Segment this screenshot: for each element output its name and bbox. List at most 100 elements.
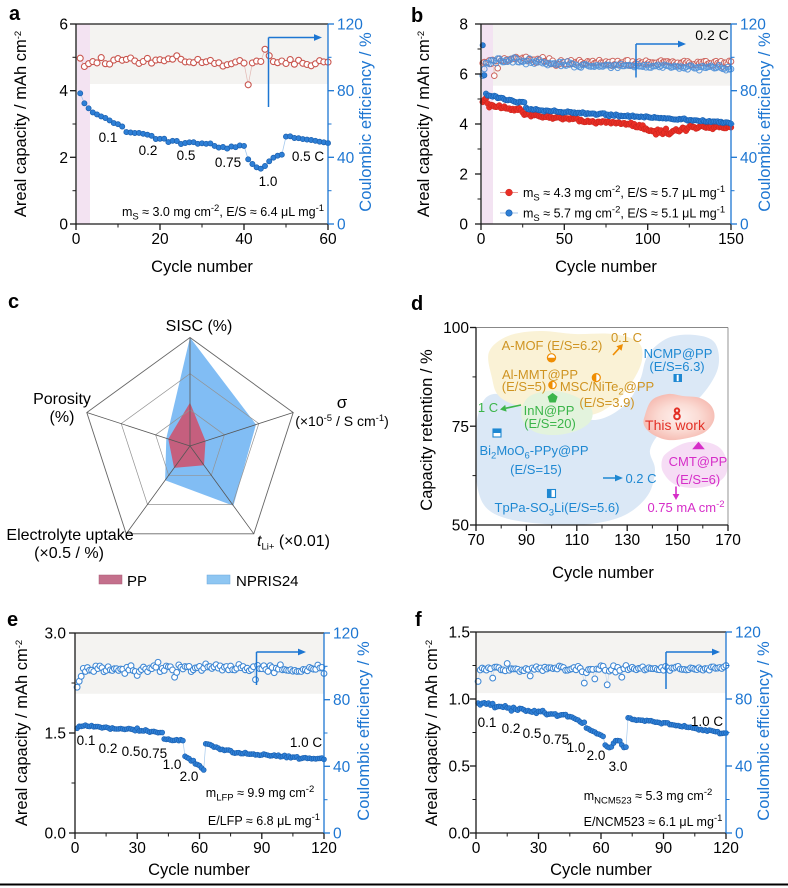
svg-text:(×10-5​ / S cm-1​): (×10-5​ / S cm-1​) — [295, 413, 389, 429]
svg-text:1.0: 1.0 — [567, 740, 586, 755]
svg-text:90: 90 — [655, 840, 673, 857]
svg-text:mS​ ≈ 4.3 mg cm-2​, E/S ≈ 5.7: mS​ ≈ 4.3 mg cm-2​, E/S ≈ 5.7 μL mg-1​ — [523, 184, 725, 204]
svg-text:2: 2 — [459, 167, 468, 184]
svg-text:0: 0 — [477, 231, 486, 248]
svg-text:50: 50 — [452, 518, 470, 535]
svg-text:120: 120 — [337, 17, 363, 34]
svg-text:(E/S=20): (E/S=20) — [524, 416, 576, 431]
svg-text:30: 30 — [129, 840, 147, 857]
svg-text:1.0: 1.0 — [448, 692, 470, 709]
svg-text:0: 0 — [71, 840, 80, 857]
svg-text:NPRIS24: NPRIS24 — [236, 573, 299, 590]
svg-text:20: 20 — [151, 231, 169, 248]
svg-text:Coulombic efficiency / %: Coulombic efficiency / % — [756, 32, 774, 212]
svg-text:Capacity retention / %: Capacity retention / % — [418, 349, 436, 511]
svg-text:0: 0 — [59, 217, 68, 234]
svg-text:0: 0 — [459, 217, 468, 234]
svg-text:0: 0 — [333, 826, 342, 843]
svg-text:50: 50 — [556, 231, 574, 248]
svg-text:E/NCM523 ≈ 6.1 μL mg-1​: E/NCM523 ≈ 6.1 μL mg-1​ — [584, 813, 723, 829]
svg-text:1.5: 1.5 — [448, 625, 470, 642]
svg-text:3.0: 3.0 — [44, 626, 66, 643]
svg-text:0.0: 0.0 — [448, 826, 470, 843]
svg-text:80: 80 — [740, 83, 758, 100]
svg-text:1 C: 1 C — [478, 400, 498, 415]
svg-text:0.5: 0.5 — [523, 726, 542, 741]
svg-text:100: 100 — [635, 231, 661, 248]
svg-text:70: 70 — [467, 532, 485, 549]
svg-text:60: 60 — [592, 840, 610, 857]
svg-text:CMT@PP: CMT@PP — [669, 454, 728, 469]
svg-text:0.5: 0.5 — [448, 759, 470, 776]
svg-text:Cycle number: Cycle number — [555, 258, 657, 276]
svg-text:MSC/NiTe2​@PP: MSC/NiTe2​@PP — [560, 379, 654, 398]
svg-text:(E/S=15): (E/S=15) — [510, 462, 562, 477]
svg-text:60: 60 — [191, 840, 209, 857]
svg-text:0.75: 0.75 — [141, 746, 167, 761]
svg-text:0.2: 0.2 — [502, 721, 521, 736]
svg-text:Al-MMT@PP: Al-MMT@PP — [502, 367, 578, 382]
svg-text:mS​ ≈ 3.0 mg cm-2​, E/S ≈ 6.4: mS​ ≈ 3.0 mg cm-2​, E/S ≈ 6.4 μL mg-1​ — [122, 203, 324, 223]
svg-text:Areal capacity / mAh cm-2​: Areal capacity / mAh cm-2​ — [415, 31, 433, 217]
svg-text:0.75: 0.75 — [543, 732, 569, 747]
svg-text:(E/S=3.9): (E/S=3.9) — [579, 395, 634, 410]
svg-text:(E/S=5): (E/S=5) — [502, 379, 546, 394]
svg-text:90: 90 — [518, 532, 536, 549]
svg-text:d: d — [411, 293, 423, 315]
svg-text:TpPa-SO3​Li(E/S=5.6): TpPa-SO3​Li(E/S=5.6) — [495, 500, 620, 519]
svg-text:f: f — [415, 609, 422, 631]
svg-text:75: 75 — [452, 419, 469, 436]
svg-text:NCMP@PP: NCMP@PP — [644, 346, 713, 361]
svg-text:0.75: 0.75 — [215, 155, 241, 170]
svg-text:c: c — [8, 291, 19, 313]
svg-text:80: 80 — [735, 692, 753, 709]
svg-text:Coulombic efficiency / %: Coulombic efficiency / % — [755, 641, 773, 821]
svg-text:PP: PP — [127, 573, 147, 590]
svg-text:tLi+​ (×0.01): tLi+​ (×0.01) — [257, 533, 330, 553]
svg-text:0.2 C: 0.2 C — [625, 471, 656, 486]
svg-text:1.0: 1.0 — [259, 174, 278, 189]
svg-text:Coulombic efficiency / %: Coulombic efficiency / % — [355, 641, 373, 821]
svg-text:120: 120 — [713, 840, 739, 857]
svg-text:150: 150 — [718, 231, 744, 248]
svg-text:0.1: 0.1 — [77, 733, 96, 748]
svg-text:0.2: 0.2 — [99, 741, 118, 756]
svg-text:60: 60 — [319, 231, 337, 248]
svg-text:80: 80 — [337, 83, 355, 100]
svg-text:Cycle number: Cycle number — [148, 861, 250, 879]
svg-text:130: 130 — [614, 532, 640, 549]
svg-text:Bi2​MoO6​-PPy@PP: Bi2​MoO6​-PPy@PP — [479, 443, 588, 462]
svg-text:1.0: 1.0 — [163, 757, 182, 772]
svg-text:InN@PP: InN@PP — [524, 403, 575, 418]
svg-text:80: 80 — [333, 692, 351, 709]
svg-text:0.1: 0.1 — [478, 715, 497, 730]
svg-text:0.0: 0.0 — [44, 826, 66, 843]
svg-text:SISC (%): SISC (%) — [166, 318, 233, 335]
svg-text:110: 110 — [564, 532, 589, 549]
svg-text:100: 100 — [443, 320, 469, 337]
svg-text:a: a — [9, 3, 21, 25]
svg-text:4: 4 — [459, 117, 468, 134]
svg-text:40: 40 — [740, 150, 758, 167]
svg-text:0.5: 0.5 — [122, 744, 141, 759]
svg-text:0: 0 — [72, 231, 81, 248]
svg-text:120: 120 — [311, 840, 337, 857]
svg-text:0.1 C: 0.1 C — [611, 330, 642, 345]
svg-text:1.0 C: 1.0 C — [290, 735, 323, 750]
svg-text:1.5: 1.5 — [44, 726, 66, 743]
svg-text:Areal capacity / mAh cm-2​: Areal capacity / mAh cm-2​ — [12, 31, 30, 217]
svg-text:mS​ ≈ 5.7 mg cm-2​, E/S ≈ 5.1: mS​ ≈ 5.7 mg cm-2​, E/S ≈ 5.1 μL mg-1​ — [523, 205, 725, 225]
svg-text:150: 150 — [665, 532, 691, 549]
svg-text:(×0.5 / %): (×0.5 / %) — [34, 545, 104, 562]
svg-text:40: 40 — [337, 150, 355, 167]
svg-text:Electrolyte uptake: Electrolyte uptake — [6, 527, 133, 544]
svg-text:1.0 C: 1.0 C — [691, 714, 724, 729]
svg-text:170: 170 — [715, 532, 741, 549]
svg-text:(%): (%) — [50, 409, 75, 426]
svg-text:2.0: 2.0 — [180, 769, 199, 784]
svg-text:0.75 mA cm-2​: 0.75 mA cm-2​ — [647, 499, 724, 515]
svg-text:b: b — [411, 5, 423, 27]
svg-text:0: 0 — [740, 217, 749, 234]
svg-text:40: 40 — [735, 759, 753, 776]
svg-text:0.2 C: 0.2 C — [695, 27, 728, 43]
